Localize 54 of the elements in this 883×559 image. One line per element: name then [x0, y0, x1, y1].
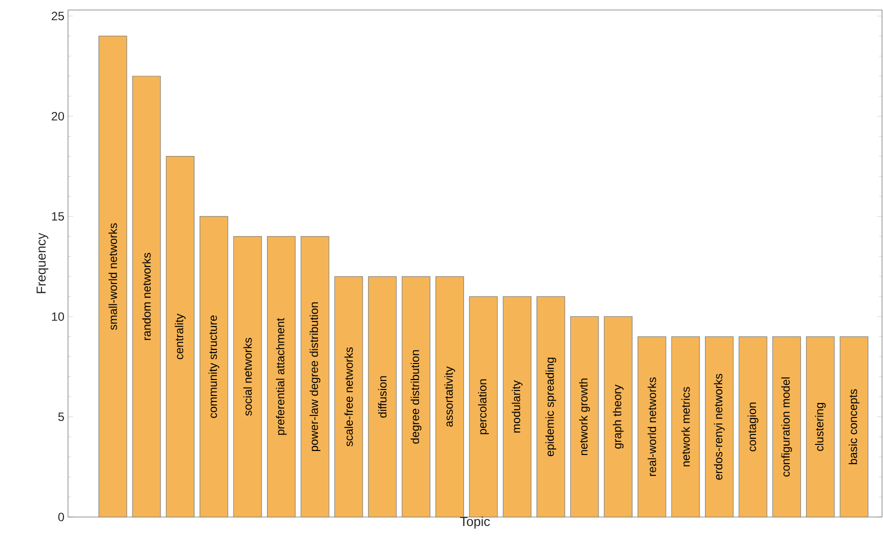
bar — [536, 296, 566, 518]
x-tick-label: percolation — [478, 379, 489, 434]
bar — [772, 336, 801, 518]
x-tick-label: clustering — [815, 402, 826, 451]
x-tick-label: preferential attachment — [276, 318, 287, 435]
x-tick-label: community structure — [208, 315, 220, 418]
x-tick-label: scale-free networks — [344, 347, 353, 446]
bar — [334, 276, 363, 518]
y-tick-label: 5 — [58, 412, 64, 421]
bar — [402, 276, 430, 518]
y-tick-label: 25 — [52, 12, 64, 20]
bar — [435, 276, 464, 518]
x-tick-label: basic concepts — [848, 389, 860, 464]
x-tick-label: real-world networks — [648, 377, 656, 476]
x-axis-title: Topic — [460, 516, 490, 529]
y-tick-label: 10 — [52, 312, 64, 321]
x-tick-label: network growth — [579, 378, 590, 456]
bar — [840, 336, 868, 518]
x-tick-label: social networks — [243, 338, 252, 416]
bar — [806, 336, 835, 518]
bar — [671, 336, 700, 518]
x-tick-label: degree distribution — [410, 350, 422, 444]
bar — [570, 316, 599, 518]
x-tick-label: random networks — [142, 252, 151, 340]
bar — [738, 336, 768, 518]
bar — [638, 336, 666, 518]
x-tick-label: erdos-renyi networks — [714, 374, 725, 480]
bar — [132, 76, 161, 518]
bar — [368, 276, 397, 518]
x-tick-label: network metrics — [681, 387, 690, 466]
x-tick-label: modularity — [512, 380, 522, 433]
x-tick-label: epidemic spreading — [545, 358, 556, 456]
x-tick-label: power-law degree distribution — [310, 302, 320, 452]
bar — [98, 36, 128, 518]
x-tick-label: diffusion — [378, 376, 387, 418]
y-axis-title: Frequency — [36, 232, 48, 294]
bar — [233, 236, 262, 518]
x-tick-label: contagion — [748, 402, 758, 452]
bar — [704, 336, 734, 518]
bar — [502, 296, 532, 518]
bar — [200, 216, 228, 518]
x-tick-label: graph theory — [612, 384, 624, 449]
x-tick-label: small-world networks — [108, 223, 118, 330]
bar — [300, 236, 330, 518]
bar — [469, 296, 498, 518]
x-tick-label: centrality — [174, 314, 186, 360]
y-tick-label: 15 — [52, 212, 64, 221]
y-tick-label: 0 — [58, 512, 64, 522]
x-tick-label: configuration model — [781, 377, 792, 477]
bar — [166, 156, 194, 518]
bar — [604, 316, 632, 518]
bar — [266, 236, 296, 518]
y-tick-label: 20 — [52, 112, 64, 120]
x-tick-label: assortativity — [444, 366, 456, 427]
